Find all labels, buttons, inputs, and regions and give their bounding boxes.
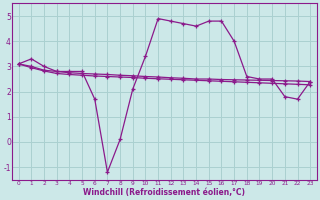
- X-axis label: Windchill (Refroidissement éolien,°C): Windchill (Refroidissement éolien,°C): [84, 188, 245, 197]
